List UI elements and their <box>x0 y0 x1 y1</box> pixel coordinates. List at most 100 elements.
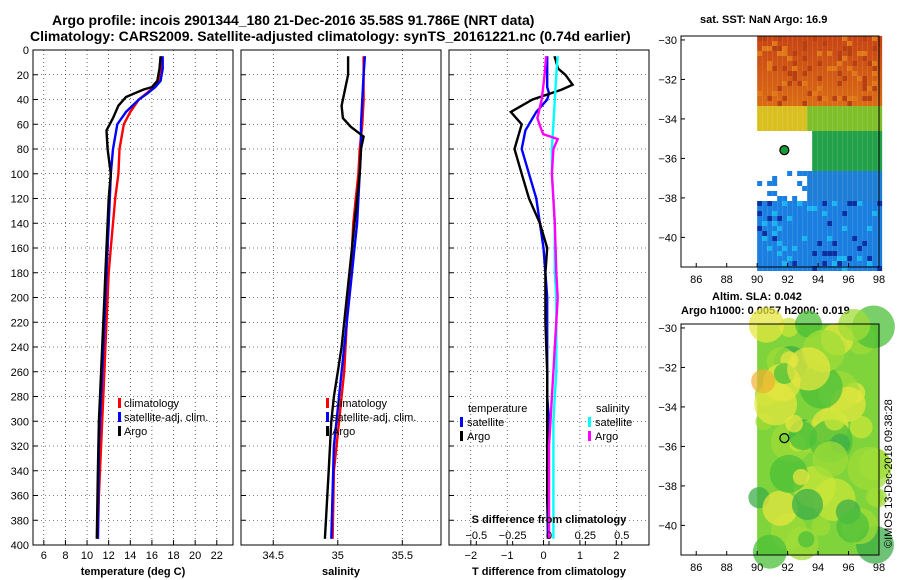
sst-pixel <box>872 126 878 131</box>
sla-blob <box>836 510 870 543</box>
sst-pixel <box>847 261 853 266</box>
sst-pixel <box>757 111 763 116</box>
sst-pixel <box>867 176 873 181</box>
sst-pixel <box>772 251 778 256</box>
sst-pixel <box>787 126 793 131</box>
sst-pixel <box>842 41 848 46</box>
legend-swatch <box>460 417 463 427</box>
sst-pixel <box>842 226 848 231</box>
sst-pixel <box>802 231 808 236</box>
sst-pixel <box>817 266 823 271</box>
sst-pixel <box>847 41 853 46</box>
sst-pixel <box>837 106 843 111</box>
sst-pixel <box>762 236 768 241</box>
sst-pixel <box>757 81 763 86</box>
map-frame <box>680 323 880 556</box>
sst-pixel <box>812 166 818 171</box>
sst-pixel <box>867 261 873 266</box>
sst-pixel <box>822 226 828 231</box>
sst-pixel <box>842 231 848 236</box>
sst-pixel <box>812 36 818 41</box>
sst-pixel <box>877 106 883 111</box>
sst-pixel <box>782 211 788 216</box>
sst-pixel <box>872 156 878 161</box>
sst-pixel <box>797 216 803 221</box>
sst-pixel <box>777 196 783 201</box>
sst-pixel <box>822 61 828 66</box>
sst-pixel <box>762 96 768 101</box>
sst-pixel <box>837 61 843 66</box>
sst-pixel <box>812 141 818 146</box>
series-line-salinity-satellite <box>550 56 559 539</box>
sst-pixel <box>807 246 813 251</box>
sst-pixel <box>762 46 768 51</box>
sst-pixel <box>822 231 828 236</box>
sla-blob <box>838 309 871 342</box>
sst-pixel <box>837 131 843 136</box>
sst-pixel <box>772 96 778 101</box>
sst-pixel <box>787 61 793 66</box>
sst-pixel <box>812 181 818 186</box>
map-x-tick-label: 98 <box>873 274 885 286</box>
sst-pixel <box>807 171 813 176</box>
sst-pixel <box>762 251 768 256</box>
sst-pixel <box>872 251 878 256</box>
sst-pixel <box>772 116 778 121</box>
sst-pixel <box>782 91 788 96</box>
sst-pixel <box>757 51 763 56</box>
sst-pixel <box>877 41 883 46</box>
sst-pixel <box>867 111 873 116</box>
legend-title-salinity: salinity <box>596 403 630 415</box>
sla-blob <box>849 415 873 439</box>
sst-pixel <box>842 86 848 91</box>
sst-pixel <box>817 146 823 151</box>
x-tick-label: 20 <box>189 550 201 562</box>
sst-pixel <box>777 256 783 261</box>
sst-pixel <box>872 111 878 116</box>
sst-pixel <box>847 191 853 196</box>
sst-pixel <box>827 56 833 61</box>
sst-pixel <box>842 81 848 86</box>
sst-pixel <box>812 256 818 261</box>
sst-pixel <box>832 226 838 231</box>
sst-pixel <box>777 46 783 51</box>
sst-pixel <box>762 101 768 106</box>
sst-pixel <box>792 111 798 116</box>
sst-pixel <box>852 171 858 176</box>
sst-pixel <box>852 46 858 51</box>
sst-pixel <box>832 236 838 241</box>
sst-pixel <box>792 266 798 271</box>
sst-pixel <box>757 181 763 186</box>
sst-pixel <box>872 211 878 216</box>
sst-pixel <box>827 91 833 96</box>
y-tick-label: 280 <box>11 392 29 404</box>
sst-pixel <box>872 41 878 46</box>
sst-pixel <box>777 56 783 61</box>
sst-pixel <box>772 36 778 41</box>
y-tick-label: 160 <box>11 243 29 255</box>
sst-pixel <box>842 186 848 191</box>
sst-pixel <box>832 231 838 236</box>
sst-pixel <box>797 96 803 101</box>
sst-pixel <box>842 256 848 261</box>
sst-pixel <box>797 46 803 51</box>
sst-pixel <box>857 66 863 71</box>
sst-pixel <box>772 66 778 71</box>
sst-pixel <box>807 191 813 196</box>
sst-pixel <box>772 126 778 131</box>
sst-pixel <box>782 101 788 106</box>
sst-pixel <box>802 101 808 106</box>
sst-pixel <box>792 51 798 56</box>
sst-pixel <box>792 71 798 76</box>
sst-pixel <box>822 106 828 111</box>
sst-pixel <box>857 106 863 111</box>
sst-pixel <box>867 126 873 131</box>
sst-pixel <box>802 126 808 131</box>
sst-pixel <box>767 266 773 271</box>
sst-pixel <box>782 76 788 81</box>
sst-pixel <box>767 51 773 56</box>
sst-pixel <box>847 146 853 151</box>
sst-pixel <box>772 76 778 81</box>
sst-pixel <box>807 101 813 106</box>
sst-pixel <box>872 136 878 141</box>
